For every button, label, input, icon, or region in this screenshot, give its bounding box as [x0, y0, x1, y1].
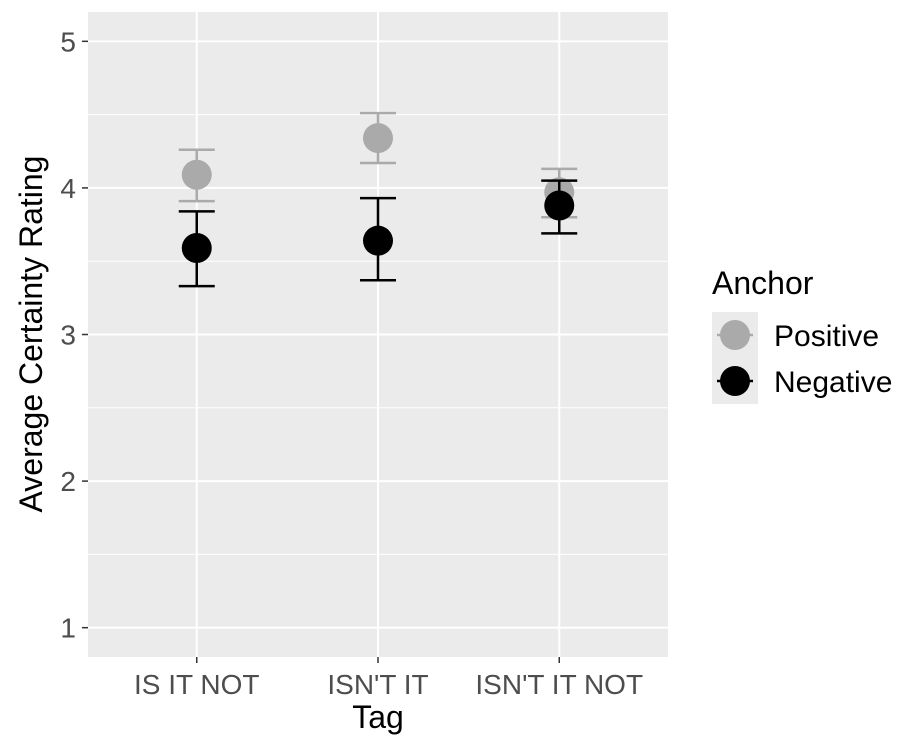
x-axis: IS IT NOT ISN'T IT ISN'T IT NOT	[134, 657, 643, 700]
y-axis-title: Average Certainty Rating	[13, 156, 49, 513]
point-negative	[544, 190, 575, 221]
x-tick-label: ISN'T IT	[327, 669, 428, 700]
legend-label-positive: Positive	[774, 320, 879, 353]
plot-marks	[178, 111, 578, 288]
legend-label-negative: Negative	[774, 366, 892, 399]
y-axis: 1 2 3 4 5	[60, 26, 88, 644]
y-tick-label: 2	[60, 466, 76, 497]
y-tick-label: 5	[60, 26, 76, 57]
legend-key-point-negative	[720, 366, 750, 396]
point-negative	[181, 233, 212, 264]
point-positive	[181, 159, 212, 190]
legend-key-point-positive	[720, 320, 750, 350]
y-tick-label: 4	[60, 173, 76, 204]
x-tick-label: ISN'T IT NOT	[475, 669, 643, 700]
y-tick-label: 1	[60, 613, 76, 644]
legend-title: Anchor	[712, 265, 814, 301]
x-axis-title: Tag	[352, 699, 404, 735]
legend: Anchor Positive Negative	[712, 265, 892, 404]
point-negative	[363, 225, 393, 256]
point-positive	[363, 123, 393, 154]
x-tick-label: IS IT NOT	[134, 669, 260, 700]
y-tick-label: 3	[60, 320, 76, 351]
